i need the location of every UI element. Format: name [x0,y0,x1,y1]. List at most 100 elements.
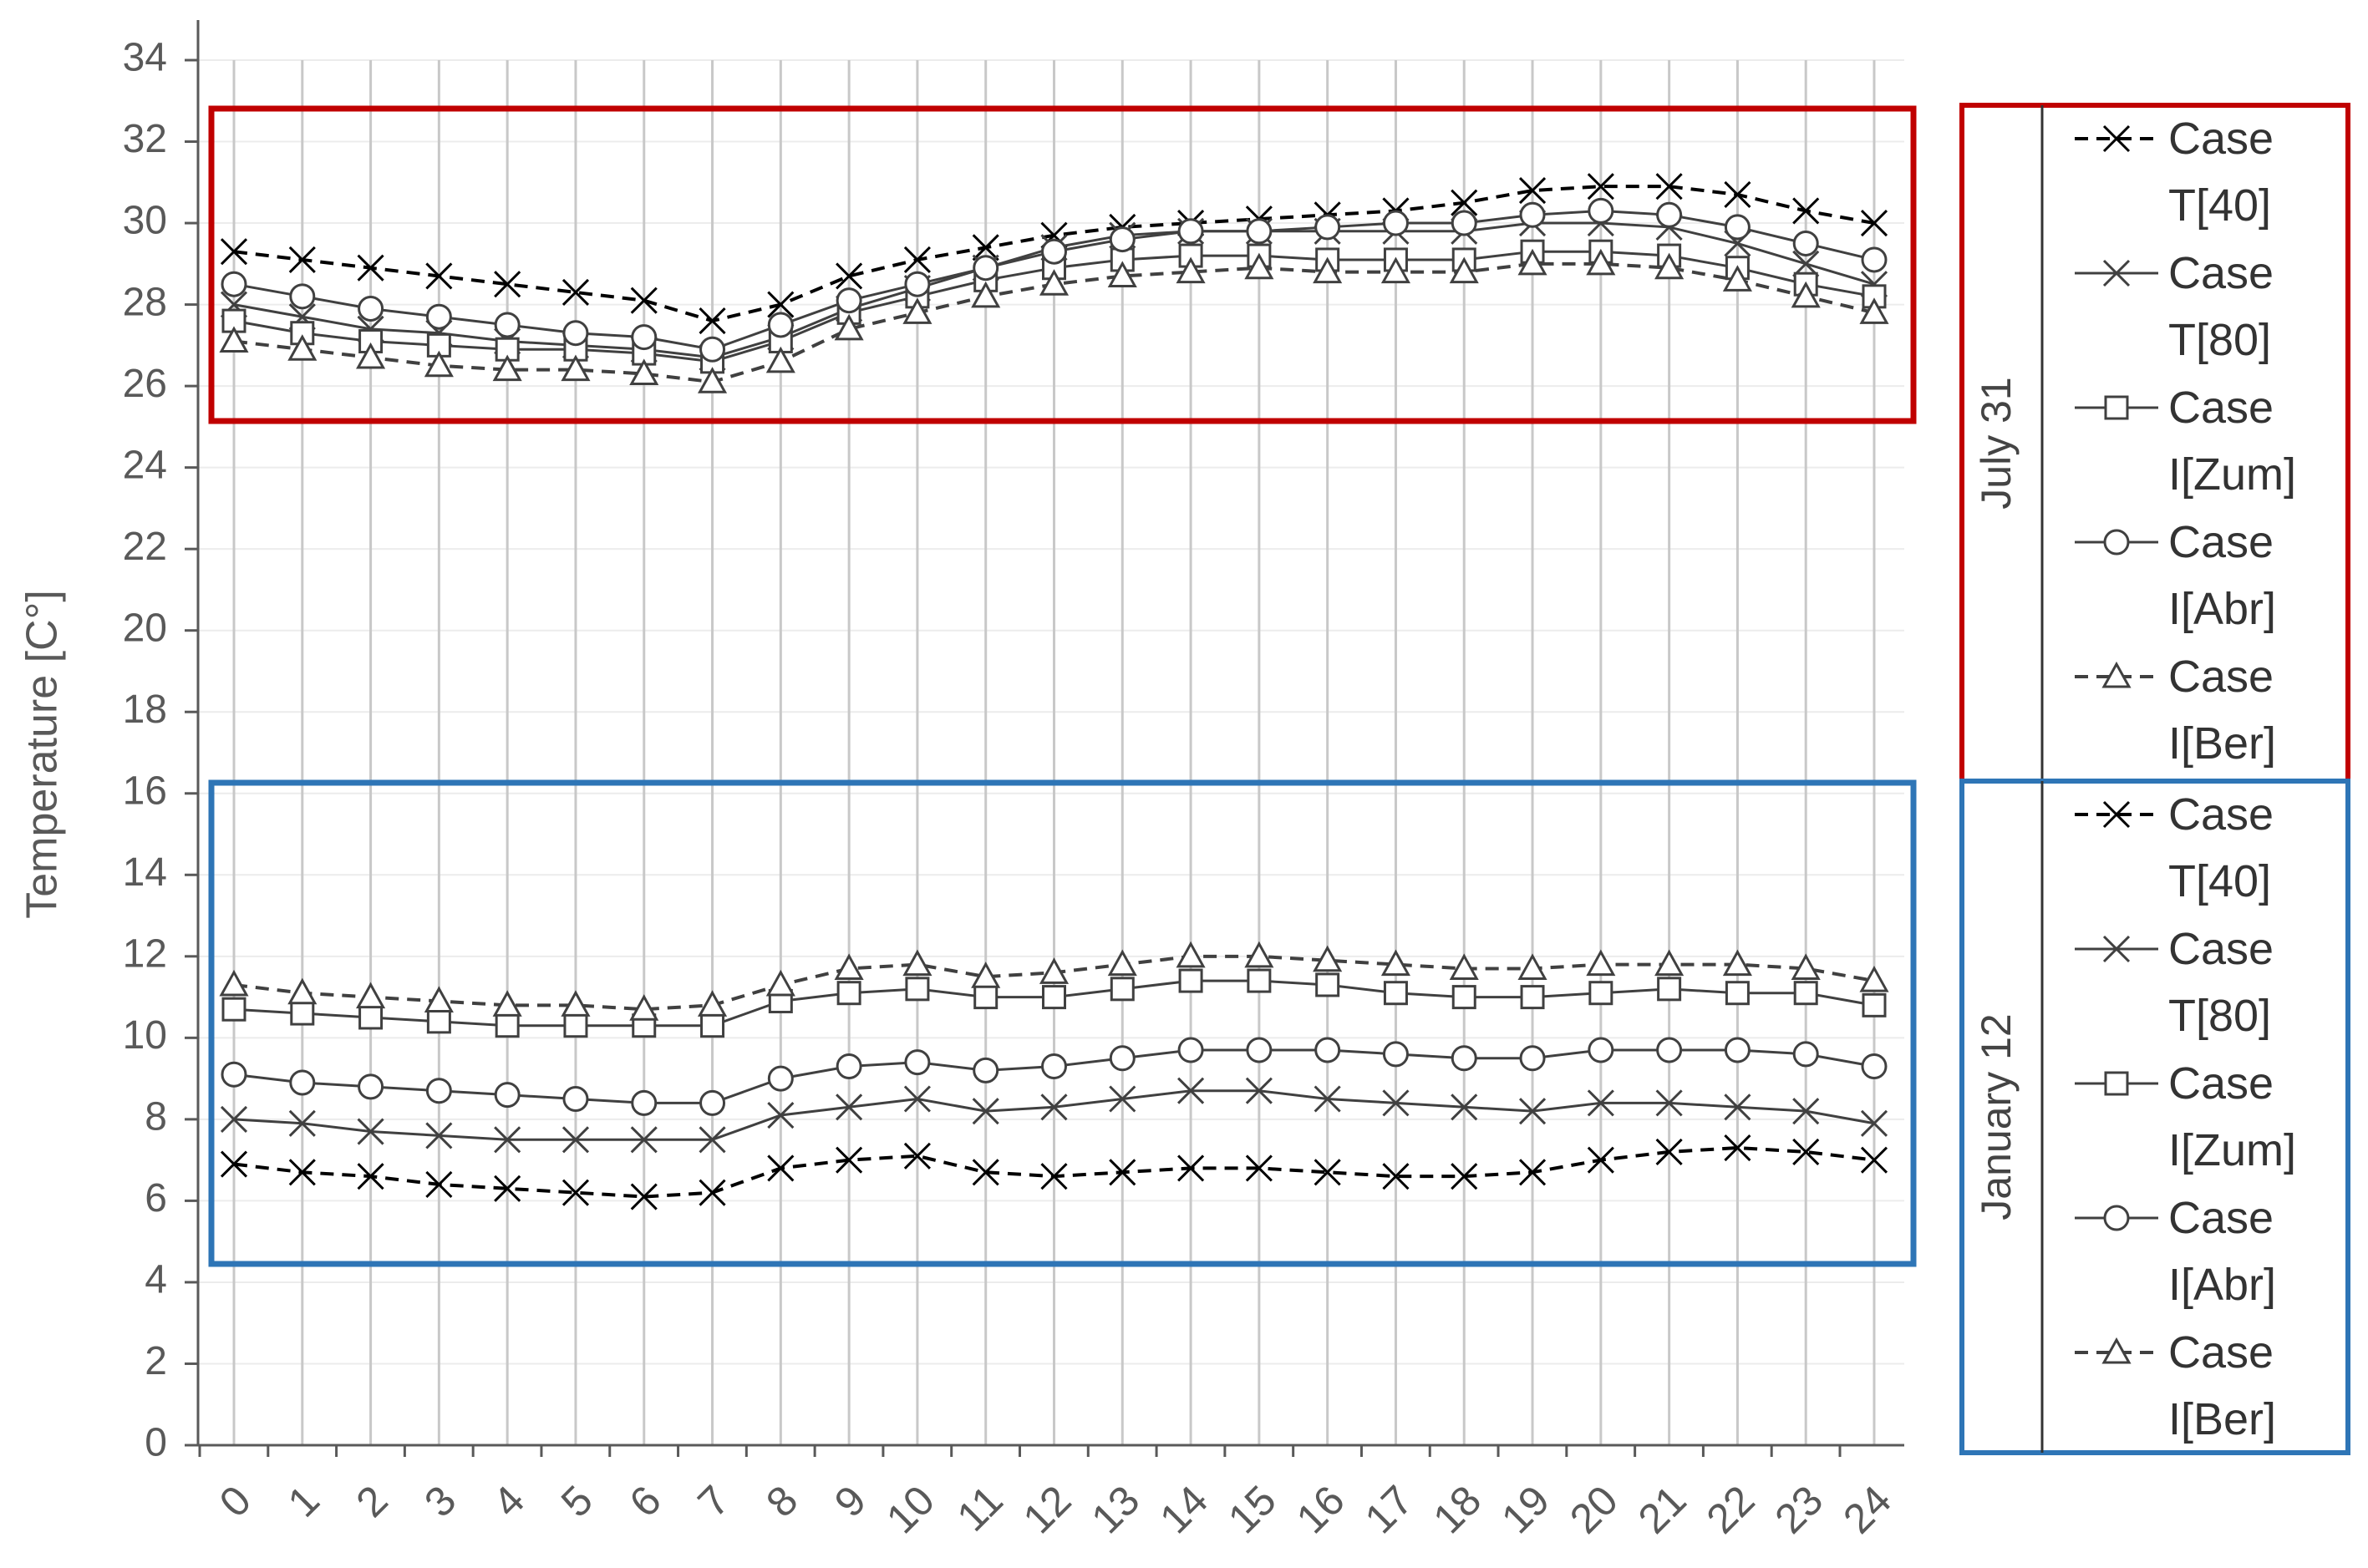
marker [1314,1037,1341,1063]
marker [767,1154,795,1182]
marker [1176,941,1206,968]
marker [1655,173,1683,200]
marker [287,334,318,361]
marker [1519,1045,1546,1072]
x-tick-label: 19 [1492,1477,1558,1543]
marker [699,307,726,335]
marker [1451,210,1477,236]
marker [972,1159,999,1186]
marker [1861,246,1888,273]
x-tick-label: 12 [1014,1477,1080,1543]
y-tick-label: 24 [123,443,167,487]
marker [425,262,453,290]
marker [1587,1146,1614,1174]
marker [561,990,591,1017]
y-tick-label: 30 [123,199,167,243]
x-tick-label: 20 [1561,1477,1627,1543]
marker [288,1159,316,1186]
marker [1791,953,1821,980]
marker [220,238,248,266]
marker [1859,297,1889,324]
marker [2102,935,2131,963]
marker [424,986,454,1012]
marker [2102,800,2131,829]
marker [494,271,521,298]
marker [287,977,318,1005]
marker [767,312,794,338]
marker [1041,1053,1067,1079]
marker [358,1073,384,1100]
marker [494,1126,521,1154]
x-tick-label: 15 [1219,1477,1285,1543]
marker [1246,218,1273,245]
marker [1041,238,1067,265]
y-tick-label: 2 [145,1339,167,1383]
marker [836,1146,863,1174]
marker [836,1053,862,1079]
marker [1656,201,1683,228]
marker [629,994,659,1021]
marker [1724,180,1751,208]
marker [221,1061,247,1088]
marker [836,287,862,314]
marker [1039,957,1070,984]
marker [1657,977,1682,1002]
y-tick-label: 18 [123,688,167,732]
marker [1859,965,1889,992]
x-tick-label: 11 [948,1477,1012,1540]
marker [1792,230,1819,256]
marker [1791,281,1821,308]
marker [2101,1337,2132,1364]
marker [492,354,522,382]
marker [1518,1098,1547,1125]
marker [834,953,864,980]
marker [697,367,728,393]
marker [1860,1146,1888,1174]
marker [972,234,999,261]
marker [1654,252,1685,280]
marker [1380,949,1411,977]
marker [1587,173,1614,200]
marker [1861,1053,1888,1079]
marker [1449,953,1479,980]
marker [1724,1037,1751,1063]
marker [357,1118,384,1145]
marker [1313,256,1343,284]
marker [494,312,521,338]
marker [1314,1085,1341,1113]
marker [288,246,316,274]
marker [699,1089,726,1116]
x-tick-label: 9 [826,1477,875,1526]
marker [1040,1094,1068,1121]
legend-label: Case I[Zum] [2168,383,2297,500]
y-tick-label: 26 [123,362,167,406]
marker [495,1013,520,1038]
x-tick-label: 1 [279,1477,328,1526]
legend-label: Case I[Abr] [2168,517,2277,634]
marker [836,1094,863,1121]
marker [563,1013,588,1038]
marker [1177,1154,1205,1182]
marker [1244,252,1274,280]
marker [2103,529,2130,556]
marker [699,1126,726,1154]
marker [1654,949,1685,977]
y-tick-label: 20 [123,606,167,650]
x-tick-label: 16 [1288,1477,1354,1543]
marker [1177,1077,1205,1104]
legend-label: Case T[80] [2168,248,2274,365]
marker [972,1098,999,1125]
marker [1039,269,1070,296]
marker [2102,124,2131,153]
marker [903,246,931,274]
marker [288,1109,316,1137]
marker [562,1086,589,1112]
y-tick-label: 28 [123,280,167,324]
marker [562,278,590,307]
marker [1451,189,1478,216]
marker [1245,1154,1273,1182]
marker [971,962,1001,988]
y-tick-label: 10 [123,1013,167,1058]
marker [1107,949,1137,977]
